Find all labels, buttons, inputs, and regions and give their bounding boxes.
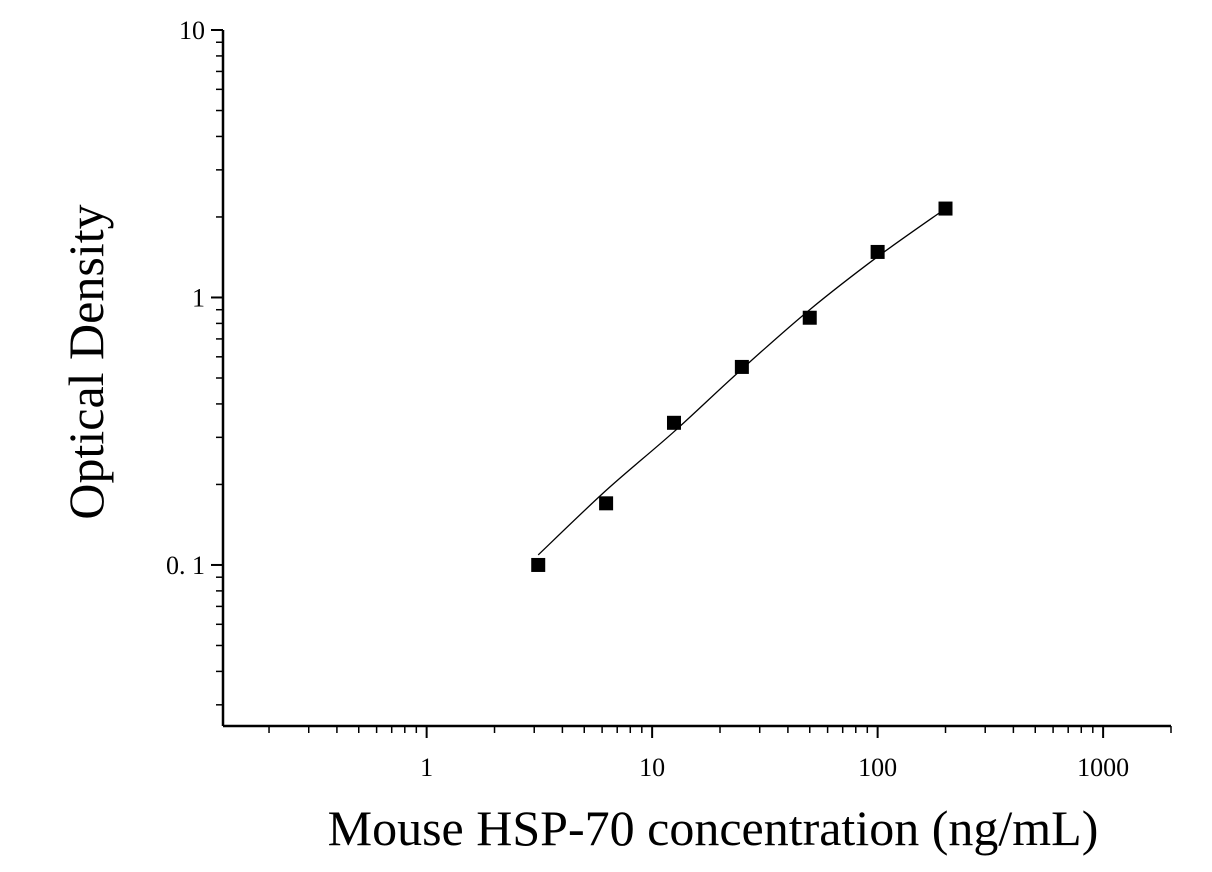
y-axis-title: Optical Density — [58, 204, 114, 519]
y-tick-label: 10 — [179, 16, 205, 45]
data-point — [599, 496, 614, 511]
data-point — [734, 359, 749, 374]
data-point — [938, 201, 953, 216]
data-point — [666, 415, 681, 430]
y-tick-label: 0. 1 — [166, 551, 205, 580]
data-point — [802, 310, 817, 325]
x-tick-label: 1 — [420, 753, 433, 782]
data-points — [531, 201, 953, 572]
data-point — [531, 557, 546, 572]
x-axis-title: Mouse HSP-70 concentration (ng/mL) — [328, 800, 1099, 856]
tick-labels: 1 10 100 1000 0. 1 1 10 — [166, 16, 1129, 782]
x-tick-label: 100 — [858, 753, 897, 782]
x-tick-label: 1000 — [1077, 753, 1129, 782]
x-tick-label: 10 — [639, 753, 665, 782]
data-point — [870, 244, 885, 259]
axes — [221, 30, 1171, 728]
y-tick-label: 1 — [192, 283, 205, 312]
ticks — [211, 29, 1172, 738]
